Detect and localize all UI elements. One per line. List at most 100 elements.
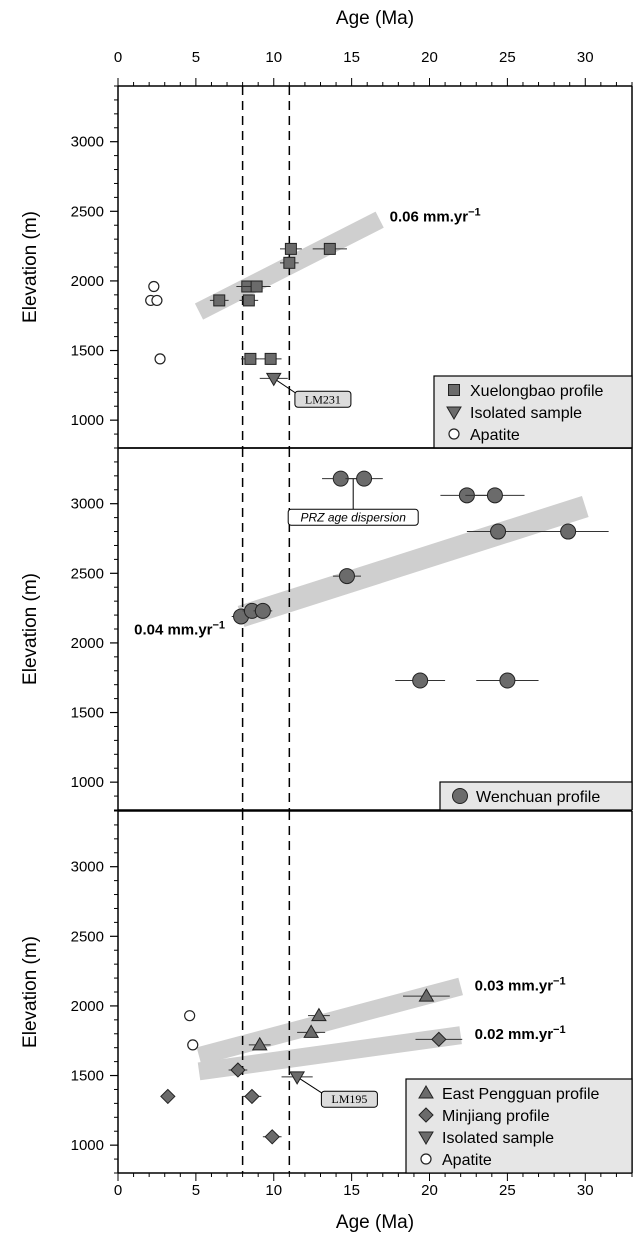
rate-value: 0.04 mm.yr xyxy=(134,621,213,638)
diamond-marker xyxy=(160,1088,176,1105)
square-marker xyxy=(284,242,297,255)
rate-exponent: −1 xyxy=(468,207,481,219)
diamond-marker xyxy=(264,1129,280,1145)
top-x-tick-label: 5 xyxy=(192,49,200,66)
rate-value: 0.02 mm.yr xyxy=(475,1026,554,1043)
y-tick-label: 2500 xyxy=(71,565,104,582)
triangle-up-marker xyxy=(311,1007,327,1022)
annotation-box xyxy=(287,508,419,526)
y-tick-label: 1000 xyxy=(71,1137,104,1154)
legend-label: Xuelongbao profile xyxy=(470,383,604,400)
bottom-x-tick-label: 15 xyxy=(343,1182,360,1199)
y-tick-label: 3000 xyxy=(71,859,104,876)
bottom-x-tick-label: 10 xyxy=(265,1182,282,1199)
bottom-x-tick-label: 5 xyxy=(192,1182,200,1199)
series-wenchuan-profile xyxy=(231,470,609,689)
legend-label: Isolated sample xyxy=(470,405,582,422)
circle-marker xyxy=(486,487,503,504)
rate-value: 0.06 mm.yr xyxy=(390,209,469,226)
triangle-down-marker xyxy=(265,372,282,387)
y-tick-label: 2000 xyxy=(71,273,104,290)
legend-label: Wenchuan profile xyxy=(476,789,600,806)
rate-band xyxy=(197,1026,462,1081)
triangle-up-marker xyxy=(303,1024,320,1038)
diamond-marker xyxy=(431,1031,447,1048)
triangle-up-marker xyxy=(251,1036,268,1051)
y-tick-label: 3000 xyxy=(71,134,104,151)
square-marker xyxy=(242,294,255,307)
legend-box xyxy=(433,375,633,449)
square-marker xyxy=(264,352,277,365)
top-x-tick-label: 10 xyxy=(265,49,282,66)
top-x-tick-label: 20 xyxy=(421,49,438,66)
series-isolated-sample xyxy=(259,372,288,387)
y-tick-label: 1000 xyxy=(71,774,104,791)
diamond-marker xyxy=(418,1107,434,1123)
circle-marker xyxy=(356,470,373,487)
series-minjiang-profile xyxy=(160,1031,463,1145)
rate-exponent: −1 xyxy=(553,975,566,987)
legend-label: Apatite xyxy=(442,1152,492,1169)
rate-exponent: −1 xyxy=(553,1024,566,1036)
annotation-box xyxy=(294,390,352,408)
legend: East Pengguan profile Minjiang profile Iso… xyxy=(405,1078,633,1174)
y-tick-label: 1500 xyxy=(71,1068,104,1085)
top-x-axis-title: Age (Ma) xyxy=(336,8,414,29)
circle-marker xyxy=(254,602,271,619)
panel-2: 1000 1500 2000 2500 3000 Elevation (m) 0.04 mm… xyxy=(20,447,633,811)
panel-3: 1000 1500 2000 2500 3000 Elevation (m) 0.03 mm… xyxy=(20,810,633,1181)
y-tick-label: 1500 xyxy=(71,343,104,360)
bottom-x-tick-label: 25 xyxy=(499,1182,516,1199)
open-circle-marker xyxy=(154,353,166,365)
series-xuelongbao-profile xyxy=(209,242,347,365)
square-marker xyxy=(250,280,263,293)
square-marker xyxy=(283,256,296,269)
top-x-tick-label: 0 xyxy=(114,49,122,66)
y-tick-label: 2500 xyxy=(71,203,104,220)
rate-label: 0.04 mm.yr−1 xyxy=(134,619,225,638)
bottom-x-tick-label: 20 xyxy=(421,1182,438,1199)
top-x-axis: Age (Ma) 0 5 10 15 20 25 30 xyxy=(114,8,594,66)
rate-value: 0.03 mm.yr xyxy=(475,977,554,994)
triangle-up-marker xyxy=(418,988,435,1002)
open-circle-marker xyxy=(187,1039,199,1051)
rate-exponent: −1 xyxy=(213,619,226,631)
y-tick-label: 3000 xyxy=(71,496,104,513)
bottom-x-tick-label: 30 xyxy=(577,1182,594,1199)
legend: Xuelongbao profile Isolated sample Apatite xyxy=(433,375,633,449)
series-east-pengguan-profile xyxy=(248,988,450,1051)
rate-label: 0.06 mm.yr−1 xyxy=(390,207,481,226)
rate-label: 0.03 mm.yr−1 xyxy=(475,975,566,994)
y-axis-title: Elevation (m) xyxy=(20,573,41,685)
open-circle-marker xyxy=(448,428,460,440)
annotation-text: LM195 xyxy=(331,1092,367,1106)
top-x-tick-label: 15 xyxy=(343,49,360,66)
rate-label: 0.02 mm.yr−1 xyxy=(475,1024,566,1043)
legend-box xyxy=(405,1078,633,1174)
series-apatite xyxy=(145,280,166,365)
y-tick-label: 1000 xyxy=(71,412,104,429)
square-marker xyxy=(213,294,226,307)
y-tick-label: 1500 xyxy=(71,705,104,722)
circle-marker xyxy=(499,672,516,689)
square-marker xyxy=(448,384,460,396)
diamond-marker xyxy=(230,1062,246,1078)
bottom-x-axis: 0 5 10 15 20 25 30 Age (Ma) xyxy=(114,1182,594,1233)
circle-marker xyxy=(490,523,507,540)
series-isolated-sample xyxy=(281,1071,313,1085)
bottom-x-tick-label: 0 xyxy=(114,1182,122,1199)
circle-marker xyxy=(560,523,577,540)
square-marker xyxy=(244,352,257,365)
panel-1: 1000 1500 2000 2500 3000 Elevation (m) 0.06 mm… xyxy=(20,78,633,449)
annotation-box xyxy=(320,1090,378,1108)
diamond-marker xyxy=(244,1088,260,1105)
bottom-x-axis-title: Age (Ma) xyxy=(336,1212,414,1233)
open-circle-marker xyxy=(420,1153,432,1165)
legend: Wenchuan profile xyxy=(439,781,633,811)
legend-label: Apatite xyxy=(470,427,520,444)
legend-box xyxy=(439,781,633,811)
annotation-text: PRZ age dispersion xyxy=(300,510,406,524)
legend-label: East Pengguan profile xyxy=(442,1086,600,1103)
y-axis-title: Elevation (m) xyxy=(20,211,41,323)
